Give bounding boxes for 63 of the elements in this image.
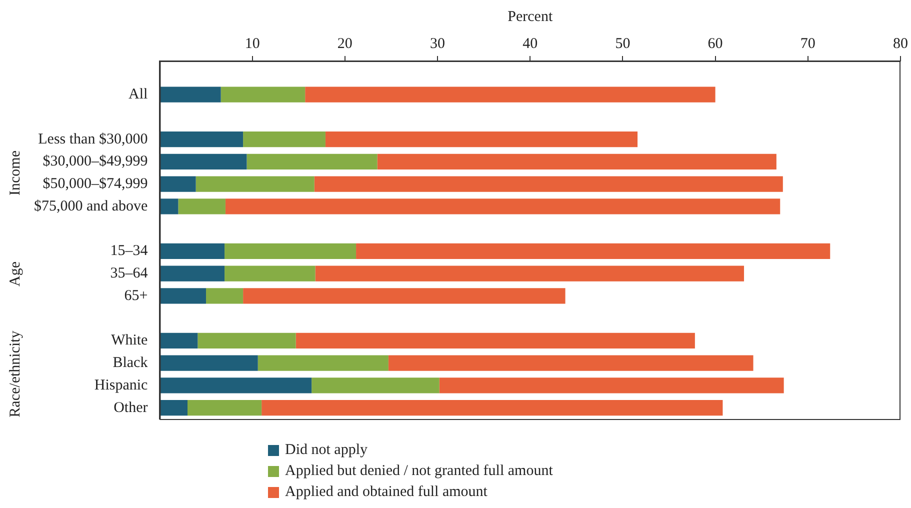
x-tick-label: 10 <box>244 36 260 52</box>
bar <box>160 400 188 416</box>
bar <box>296 332 695 349</box>
y-tick-label: 15–34 <box>110 243 148 260</box>
bar <box>160 378 312 394</box>
y-tick-label: Black <box>112 355 148 371</box>
bar <box>160 332 198 349</box>
bar <box>160 198 178 214</box>
text: Age <box>8 261 24 286</box>
bar <box>225 198 780 214</box>
legend-label: Applied and obtained full amount <box>285 484 488 501</box>
bar <box>206 288 244 304</box>
bar <box>160 176 196 192</box>
bar <box>388 355 754 371</box>
bar <box>262 400 723 416</box>
bar <box>315 266 744 282</box>
text: Income <box>8 150 24 196</box>
y-tick-label: 65+ <box>124 288 148 304</box>
x-tick-label: 70 <box>800 36 816 52</box>
x-tick-label: 80 <box>893 36 908 52</box>
bar <box>160 355 258 371</box>
x-axis-title: Percent <box>508 8 554 25</box>
y-tick-label: $30,000–$49,999 <box>42 154 148 170</box>
bar <box>356 243 830 260</box>
y-tick-label: Other <box>114 400 148 416</box>
bar <box>439 378 784 394</box>
bar <box>312 378 440 394</box>
bar <box>314 176 783 192</box>
bar <box>258 355 388 371</box>
bar <box>377 154 776 170</box>
bar <box>220 86 306 102</box>
x-tick-label: 60 <box>708 36 723 52</box>
bar <box>188 400 262 416</box>
bar <box>325 131 638 148</box>
text: Race/ethnicity <box>8 330 24 418</box>
bar <box>160 131 244 148</box>
bar <box>160 266 225 282</box>
x-tick-label: 40 <box>522 36 538 52</box>
y-tick-label: Less than $30,000 <box>38 131 148 148</box>
bar <box>224 243 356 260</box>
y-tick-label: Hispanic <box>94 377 148 394</box>
y-tick-label: $50,000–$74,999 <box>42 176 148 192</box>
bar <box>178 198 226 214</box>
bar <box>224 266 316 282</box>
bar <box>160 243 225 260</box>
bar <box>160 154 247 170</box>
bar <box>246 154 378 170</box>
bar <box>243 288 566 304</box>
bar <box>196 176 314 192</box>
bar <box>305 86 716 102</box>
bar <box>160 86 221 102</box>
legend-label: Did not apply <box>285 442 368 459</box>
bar <box>160 288 206 304</box>
y-tick-label: $75,000 and above <box>34 198 148 214</box>
bar <box>243 131 326 148</box>
legend-label: Applied but denied / not granted full amount <box>285 463 553 480</box>
x-tick-label: 20 <box>337 36 352 52</box>
x-tick-label: 50 <box>615 36 630 52</box>
y-tick-label: White <box>111 332 148 349</box>
y-tick-label: All <box>128 86 148 102</box>
y-tick-label: 35–64 <box>110 266 148 282</box>
x-tick-label: 30 <box>430 36 446 52</box>
bar <box>198 332 296 349</box>
